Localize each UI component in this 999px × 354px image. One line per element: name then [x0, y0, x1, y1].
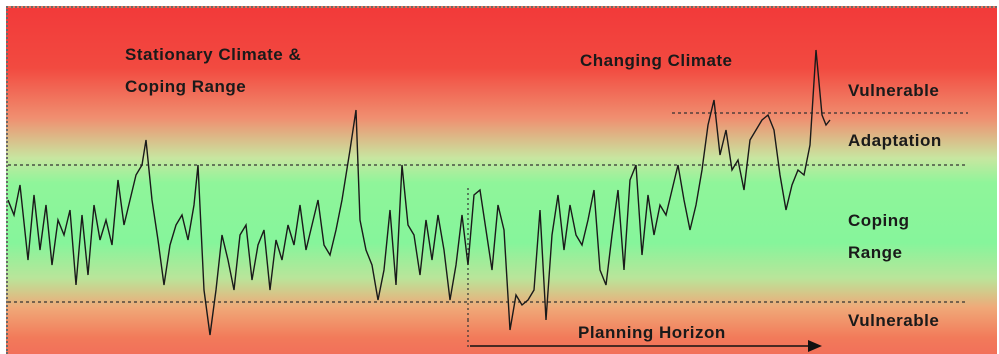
climate-diagram-panel [6, 6, 997, 354]
planning-horizon-arrowhead [808, 340, 822, 352]
climate-variable-series [7, 49, 831, 336]
changing-climate-label: Changing Climate [580, 51, 733, 70]
vulnerable-top-label: Vulnerable [848, 81, 940, 100]
coping-label: Coping [848, 211, 910, 230]
stationary-climate-label: Stationary Climate & [125, 45, 302, 64]
range-label: Range [848, 243, 903, 262]
planning-horizon-label: Planning Horizon [578, 323, 726, 342]
vulnerable-bottom-label: Vulnerable [848, 311, 940, 330]
coping-range-left-label: Coping Range [125, 77, 247, 96]
adaptation-label: Adaptation [848, 131, 942, 150]
